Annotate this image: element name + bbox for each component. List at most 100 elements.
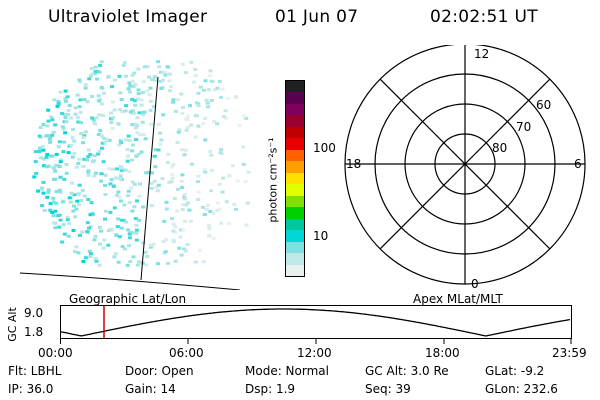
emission-pixel <box>90 116 95 120</box>
emission-pixel <box>106 243 111 247</box>
emission-pixel <box>67 104 72 108</box>
polar-line-diag2 <box>379 78 551 250</box>
emission-pixel <box>120 245 125 249</box>
info-filter: Flt: LBHL <box>8 364 62 378</box>
emission-pixel <box>70 136 75 140</box>
observation-date: 01 Jun 07 <box>275 7 359 27</box>
emission-pixel <box>246 170 251 174</box>
emission-pixel <box>92 238 97 242</box>
emission-pixel <box>130 97 135 101</box>
emission-pixel <box>115 167 120 171</box>
emission-pixel <box>73 215 78 219</box>
emission-pixel <box>218 151 223 155</box>
emission-pixel <box>148 243 153 247</box>
emission-pixel <box>220 190 225 194</box>
emission-pixel <box>38 125 43 129</box>
emission-pixel <box>135 131 140 135</box>
emission-pixel <box>78 98 83 102</box>
emission-pixel <box>100 146 104 150</box>
emission-pixel <box>130 123 135 127</box>
emission-pixel <box>144 171 149 175</box>
emission-pixel <box>116 217 121 221</box>
emission-pixel <box>60 240 65 244</box>
emission-pixel <box>141 113 146 117</box>
emission-pixel <box>125 159 130 163</box>
emission-pixel <box>121 63 126 67</box>
emission-pixel <box>133 103 138 107</box>
emission-pixel <box>153 165 158 169</box>
emission-pixel <box>68 200 73 204</box>
emission-pixel <box>42 164 47 168</box>
emission-pixel <box>77 78 82 82</box>
emission-pixel <box>188 104 192 108</box>
emission-pixel <box>56 145 61 149</box>
emission-pixel <box>125 154 130 158</box>
emission-pixel <box>72 204 77 208</box>
altitude-xtick-1200: 12:00 <box>297 346 332 360</box>
emission-pixel <box>185 114 190 118</box>
emission-pixel <box>51 130 56 134</box>
emission-pixel <box>204 207 209 211</box>
emission-pixel <box>62 177 67 181</box>
emission-pixel <box>56 102 61 106</box>
colorbar-band <box>286 92 304 104</box>
emission-pixel <box>175 209 180 213</box>
emission-pixel <box>54 201 59 205</box>
emission-pixel <box>219 221 224 225</box>
emission-pixel <box>63 116 68 119</box>
emission-pixel <box>173 225 178 229</box>
emission-pixel <box>156 148 161 152</box>
emission-pixel <box>32 175 37 179</box>
emission-pixel <box>173 109 178 113</box>
emission-pixel <box>50 211 55 214</box>
emission-pixel <box>159 138 164 142</box>
emission-pixel <box>182 195 187 199</box>
emission-pixel <box>99 85 104 89</box>
emission-pixel <box>149 186 154 190</box>
emission-pixel <box>86 170 91 174</box>
emission-pixel <box>96 133 101 136</box>
emission-pixel <box>109 227 113 231</box>
emission-pixel <box>132 205 137 209</box>
emission-pixel <box>45 134 50 137</box>
emission-pixel <box>244 223 249 227</box>
emission-pixel <box>180 173 185 177</box>
emission-pixel <box>161 113 166 117</box>
emission-pixel <box>194 101 199 105</box>
emission-pixel <box>189 123 194 127</box>
emission-pixel <box>224 200 229 204</box>
emission-pixel <box>204 98 209 102</box>
colorbar-band <box>286 184 304 196</box>
emission-pixel <box>156 183 161 187</box>
emission-pixel <box>232 203 237 206</box>
emission-pixel <box>211 236 216 240</box>
emission-pixel <box>171 229 176 233</box>
emission-pixel <box>110 100 115 104</box>
emission-pixel <box>79 132 84 135</box>
colorbar-band <box>286 218 304 231</box>
emission-pixel <box>37 134 42 138</box>
emission-pixel <box>180 112 185 115</box>
mlt-label-6: 6 <box>574 157 582 171</box>
emission-pixel <box>39 156 43 160</box>
emission-pixel <box>138 182 142 186</box>
altitude-ytick-max: 9.0 <box>24 306 44 320</box>
emission-pixel <box>193 74 198 78</box>
emission-pixel <box>203 79 208 83</box>
emission-pixel <box>88 153 93 156</box>
emission-pixel <box>73 106 78 110</box>
emission-pixel <box>145 89 150 93</box>
emission-pixel <box>215 122 220 126</box>
emission-pixel <box>127 236 132 240</box>
emission-pixel <box>89 201 94 205</box>
terminator-line <box>140 76 159 281</box>
emission-pixel <box>163 250 168 254</box>
emission-pixel <box>50 133 55 137</box>
emission-pixel <box>165 65 170 69</box>
emission-pixel <box>155 189 160 193</box>
emission-pixel <box>50 154 55 158</box>
emission-pixel <box>96 152 101 156</box>
emission-pixel <box>241 145 246 149</box>
emission-pixel <box>86 173 91 177</box>
emission-pixel <box>119 98 124 101</box>
